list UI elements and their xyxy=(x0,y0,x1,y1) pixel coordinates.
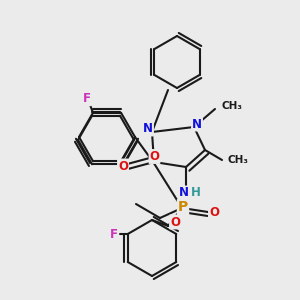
Text: O: O xyxy=(118,160,128,172)
Text: N: N xyxy=(192,118,202,130)
Text: O: O xyxy=(149,150,160,163)
Text: O: O xyxy=(170,215,180,229)
Text: P: P xyxy=(178,200,188,214)
Text: F: F xyxy=(110,227,118,241)
Text: H: H xyxy=(191,185,201,199)
Text: F: F xyxy=(83,92,91,105)
Text: N: N xyxy=(143,122,153,136)
Text: O: O xyxy=(209,206,219,220)
Text: N: N xyxy=(179,187,189,200)
Text: CH₃: CH₃ xyxy=(221,101,242,111)
Text: CH₃: CH₃ xyxy=(228,155,249,165)
